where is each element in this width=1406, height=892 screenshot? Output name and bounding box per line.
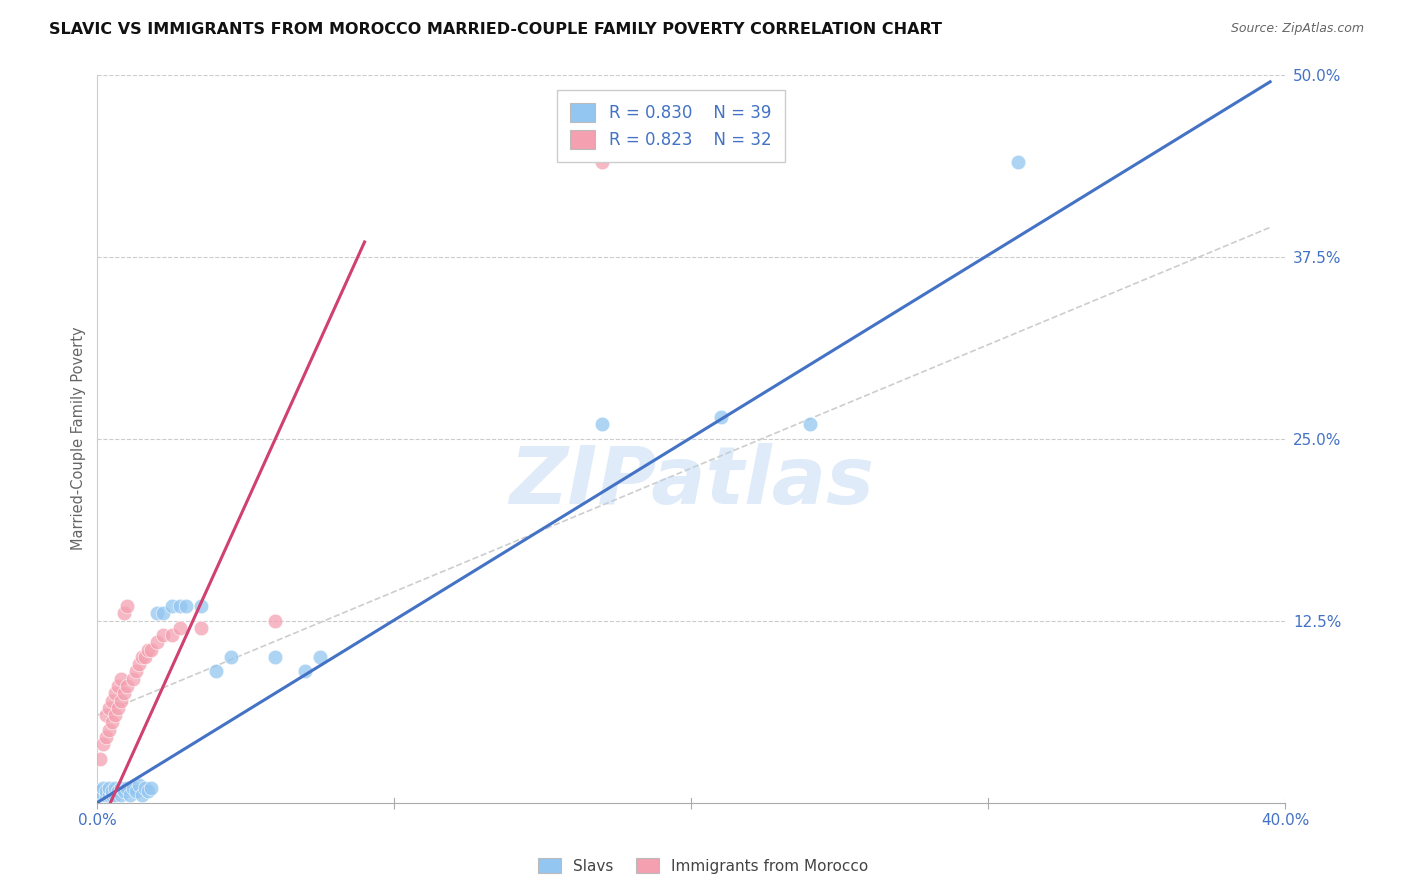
Point: [98, 723, 121, 737]
Point: [112, 784, 135, 798]
Legend: Slavs, Immigrants from Morocco: Slavs, Immigrants from Morocco: [531, 852, 875, 880]
Point: [107, 679, 129, 693]
Point: [112, 606, 135, 620]
Text: Source: ZipAtlas.com: Source: ZipAtlas.com: [1230, 22, 1364, 36]
Point: [134, 780, 156, 795]
Point: [1007, 154, 1029, 169]
Point: [98, 701, 121, 715]
Point: [710, 409, 733, 424]
Point: [136, 784, 159, 798]
Point: [110, 672, 132, 686]
Point: [309, 649, 332, 664]
Point: [591, 154, 613, 169]
Point: [89, 784, 111, 798]
Point: [294, 665, 316, 679]
Point: [89, 752, 111, 766]
Point: [799, 417, 821, 431]
Point: [131, 789, 153, 803]
Point: [131, 649, 153, 664]
Point: [169, 599, 191, 613]
Point: [205, 665, 228, 679]
Point: [91, 789, 114, 803]
Point: [125, 665, 148, 679]
Point: [110, 780, 132, 795]
Point: [98, 780, 121, 795]
Point: [101, 715, 124, 730]
Point: [139, 642, 162, 657]
Point: [115, 780, 138, 795]
Text: SLAVIC VS IMMIGRANTS FROM MOROCCO MARRIED-COUPLE FAMILY POVERTY CORRELATION CHAR: SLAVIC VS IMMIGRANTS FROM MOROCCO MARRIE…: [49, 22, 942, 37]
Point: [169, 621, 191, 635]
Point: [118, 789, 141, 803]
Point: [160, 628, 183, 642]
Point: [104, 780, 127, 795]
Point: [101, 784, 124, 798]
Point: [96, 730, 118, 744]
Point: [190, 621, 212, 635]
Point: [139, 780, 162, 795]
Point: [91, 737, 114, 751]
Point: [145, 635, 167, 649]
Point: [98, 789, 121, 803]
Point: [152, 606, 174, 620]
Point: [104, 708, 127, 723]
Point: [134, 649, 156, 664]
Point: [112, 686, 135, 700]
Point: [101, 693, 124, 707]
Point: [115, 679, 138, 693]
Point: [160, 599, 183, 613]
Point: [91, 780, 114, 795]
Point: [110, 693, 132, 707]
Point: [125, 784, 148, 798]
Point: [152, 628, 174, 642]
Legend: R = 0.830    N = 39, R = 0.823    N = 32: R = 0.830 N = 39, R = 0.823 N = 32: [557, 90, 785, 162]
Point: [115, 599, 138, 613]
Point: [122, 672, 145, 686]
Point: [101, 789, 124, 803]
Point: [128, 657, 150, 672]
Point: [122, 780, 145, 795]
Point: [145, 606, 167, 620]
Point: [107, 701, 129, 715]
Point: [136, 642, 159, 657]
Point: [104, 686, 127, 700]
Point: [591, 417, 613, 431]
Point: [110, 789, 132, 803]
Point: [190, 599, 212, 613]
Text: ZIPatlas: ZIPatlas: [509, 443, 873, 521]
Point: [107, 784, 129, 798]
Point: [128, 778, 150, 792]
Point: [104, 789, 127, 803]
Point: [96, 784, 118, 798]
Point: [176, 599, 198, 613]
Y-axis label: Married-Couple Family Poverty: Married-Couple Family Poverty: [72, 326, 86, 550]
Point: [96, 789, 118, 803]
Point: [264, 614, 287, 628]
Point: [264, 649, 287, 664]
Point: [96, 708, 118, 723]
Point: [219, 649, 242, 664]
